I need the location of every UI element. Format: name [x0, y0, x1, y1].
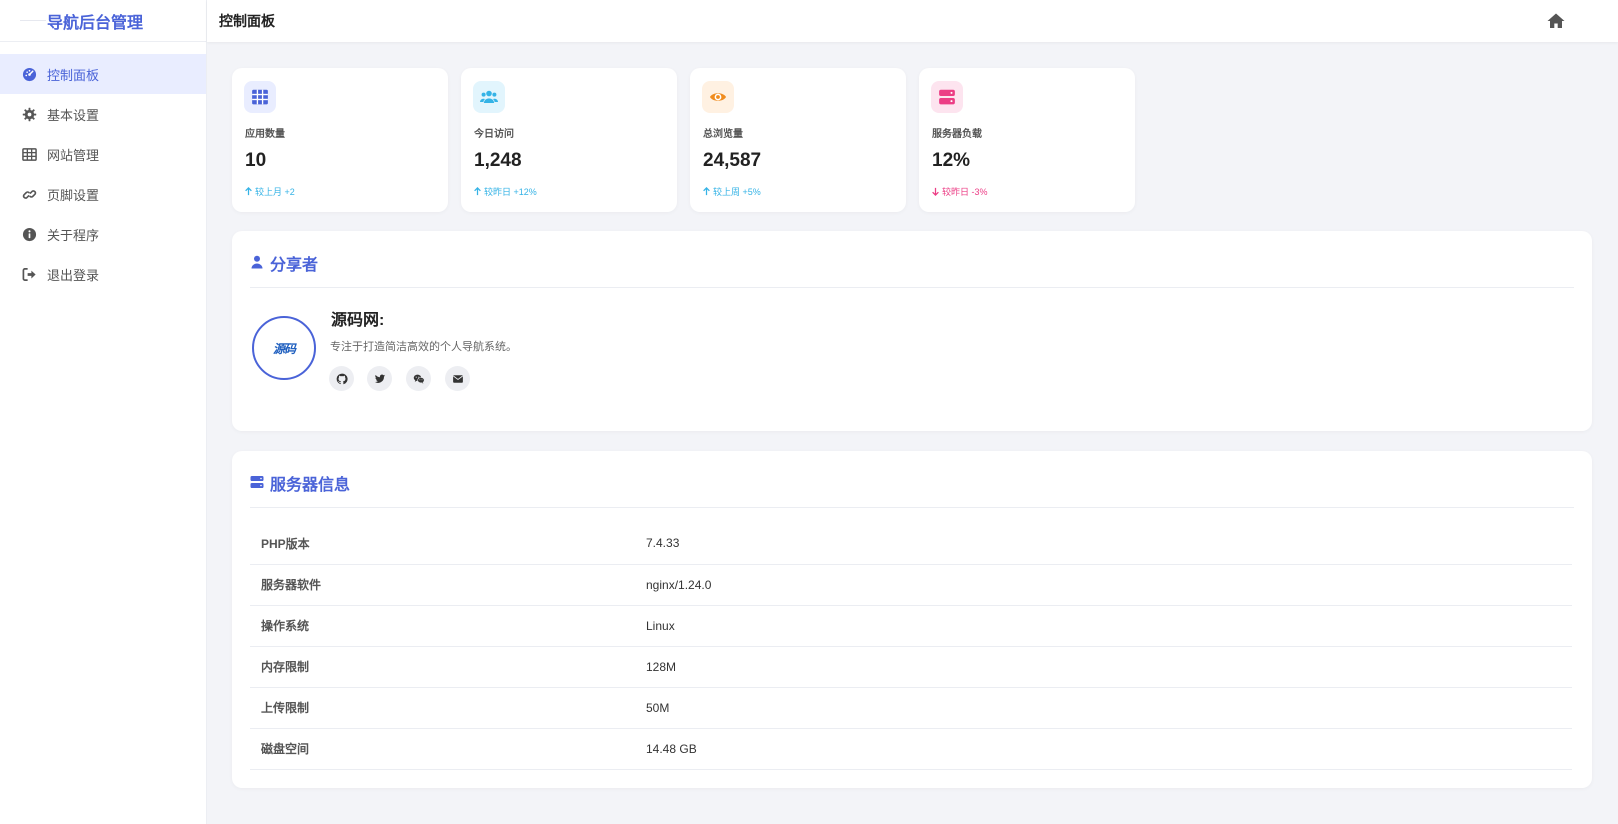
stat-trend-text: 较昨日 +12%	[484, 187, 537, 197]
info-icon	[20, 225, 38, 243]
brand-title[interactable]: 导航后台管理	[47, 15, 144, 32]
sidebar-item-basic-settings[interactable]: 基本设置	[0, 94, 206, 134]
sidebar-item-footer-settings[interactable]: 页脚设置	[0, 174, 206, 214]
table-row: 上传限制 50M	[250, 687, 1572, 729]
table-icon	[20, 145, 38, 163]
server-icon	[931, 81, 963, 113]
stat-card-server-load: 服务器负载 12% 较昨日 -3%	[919, 68, 1135, 212]
sidebar-item-dashboard[interactable]: 控制面板	[0, 54, 206, 94]
avatar: 源码	[252, 316, 316, 380]
stat-label: 总浏览量	[703, 129, 743, 140]
row-key: 操作系统	[250, 605, 646, 647]
sidebar-item-logout[interactable]: 退出登录	[0, 254, 206, 294]
dashboard-icon	[20, 65, 38, 83]
sidebar-item-about[interactable]: 关于程序	[0, 214, 206, 254]
stat-label: 应用数量	[245, 129, 285, 140]
sharer-panel: 分享者 源码 源码网: 专注于打造简洁高效的个人导航系统。	[232, 231, 1592, 431]
top-bar: 控制面板	[207, 0, 1618, 42]
logout-icon	[20, 265, 38, 283]
table-row: 磁盘空间 14.48 GB	[250, 728, 1572, 770]
row-value: 128M	[646, 646, 1572, 688]
stat-trend: 较昨日 -3%	[931, 185, 988, 198]
user-icon	[251, 255, 263, 269]
sharer-description: 专注于打造简洁高效的个人导航系统。	[330, 341, 517, 353]
stat-card-pageviews: 总浏览量 24,587 较上周 +5%	[690, 68, 906, 212]
arrow-up-icon	[474, 187, 481, 196]
server-icon	[250, 476, 264, 488]
stat-trend: 较上周 +5%	[702, 185, 761, 198]
link-icon	[20, 185, 38, 203]
home-icon[interactable]	[1546, 11, 1566, 31]
row-key: 内存限制	[250, 646, 646, 688]
row-value: 50M	[646, 687, 1572, 729]
brand-divider	[20, 20, 46, 21]
twitter-icon[interactable]	[367, 366, 392, 391]
sharer-panel-title: 分享者	[270, 257, 319, 274]
arrow-up-icon	[245, 187, 252, 196]
stat-label: 服务器负载	[932, 129, 982, 140]
stat-value: 12%	[932, 150, 971, 171]
sidebar-item-site-management[interactable]: 网站管理	[0, 134, 206, 174]
sidebar-item-label: 网站管理	[47, 147, 100, 163]
sidebar-item-label: 基本设置	[47, 107, 100, 123]
arrow-up-icon	[703, 187, 710, 196]
github-icon[interactable]	[329, 366, 354, 391]
stat-trend-text: 较昨日 -3%	[942, 187, 988, 197]
sidebar-item-label: 控制面板	[47, 67, 100, 83]
server-info-table: PHP版本 7.4.33 服务器软件 nginx/1.24.0 操作系统 Lin…	[250, 523, 1572, 770]
eye-icon	[702, 81, 734, 113]
grid-icon	[244, 81, 276, 113]
table-row: 内存限制 128M	[250, 646, 1572, 688]
row-key: 上传限制	[250, 687, 646, 729]
users-icon	[473, 81, 505, 113]
gear-icon	[20, 105, 38, 123]
table-row: 操作系统 Linux	[250, 605, 1572, 647]
sharer-panel-header: 分享者	[250, 251, 1574, 288]
arrow-down-icon	[932, 187, 939, 196]
stat-value: 1,248	[474, 150, 522, 171]
stat-value: 10	[245, 150, 267, 171]
row-value: Linux	[646, 605, 1572, 647]
sidebar-item-label: 页脚设置	[47, 187, 100, 203]
row-value: nginx/1.24.0	[646, 564, 1572, 606]
stat-trend-text: 较上周 +5%	[713, 187, 761, 197]
stat-trend: 较上月 +2	[244, 185, 295, 198]
row-key: 服务器软件	[250, 564, 646, 606]
server-info-panel: 服务器信息 PHP版本 7.4.33 服务器软件 nginx/1.24.0 操作…	[232, 451, 1592, 788]
stat-value: 24,587	[703, 150, 762, 171]
page-title: 控制面板	[219, 13, 275, 29]
stat-trend-text: 较上月 +2	[255, 187, 295, 197]
envelope-icon[interactable]	[445, 366, 470, 391]
table-row: PHP版本 7.4.33	[250, 523, 1572, 565]
stat-card-apps: 应用数量 10 较上月 +2	[232, 68, 448, 212]
sidebar-nav: 控制面板 基本设置 网站管理 页脚设置 关于程序	[0, 54, 206, 294]
stat-card-visits: 今日访问 1,248 较昨日 +12%	[461, 68, 677, 212]
server-info-panel-header: 服务器信息	[250, 471, 1574, 508]
wechat-icon[interactable]	[406, 366, 431, 391]
sidebar-item-label: 退出登录	[47, 267, 100, 283]
row-value: 14.48 GB	[646, 728, 1572, 770]
stat-label: 今日访问	[474, 129, 514, 140]
row-value: 7.4.33	[646, 523, 1572, 565]
server-info-panel-title: 服务器信息	[270, 477, 351, 494]
sidebar: 导航后台管理 控制面板 基本设置 网站管理 页脚设置	[0, 0, 207, 824]
brand: 导航后台管理	[0, 0, 206, 42]
avatar-text: 源码	[272, 341, 296, 356]
row-key: 磁盘空间	[250, 728, 646, 770]
row-key: PHP版本	[250, 523, 646, 565]
sharer-name: 源码网:	[331, 312, 385, 329]
table-row: 服务器软件 nginx/1.24.0	[250, 564, 1572, 606]
sidebar-item-label: 关于程序	[47, 227, 100, 243]
stat-trend: 较昨日 +12%	[473, 185, 537, 198]
